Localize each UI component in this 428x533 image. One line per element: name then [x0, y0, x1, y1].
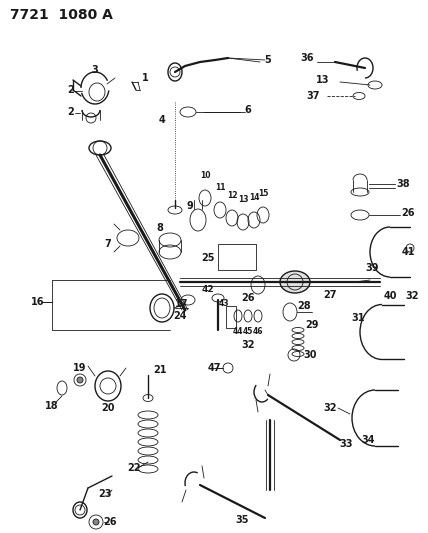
Text: 44: 44 — [233, 327, 243, 336]
Text: 21: 21 — [153, 365, 167, 375]
Text: 20: 20 — [101, 403, 115, 413]
Text: 12: 12 — [227, 191, 237, 200]
Text: 47: 47 — [207, 363, 221, 373]
Text: 29: 29 — [305, 320, 319, 330]
Text: 3: 3 — [92, 65, 98, 75]
Text: 9: 9 — [187, 201, 193, 211]
Text: 26: 26 — [241, 293, 255, 303]
Text: 45: 45 — [243, 327, 253, 336]
Bar — [218, 244, 256, 270]
Text: 40: 40 — [383, 291, 397, 301]
Text: 7: 7 — [104, 239, 111, 249]
Text: 23: 23 — [98, 489, 112, 499]
Text: 15: 15 — [258, 189, 268, 198]
Text: 26: 26 — [401, 208, 415, 218]
Text: 4: 4 — [159, 115, 165, 125]
Text: 1: 1 — [142, 73, 149, 83]
Text: 13: 13 — [316, 75, 330, 85]
Text: 2: 2 — [68, 107, 74, 117]
Text: 32: 32 — [405, 291, 419, 301]
Text: 10: 10 — [200, 172, 210, 181]
Text: 30: 30 — [303, 350, 317, 360]
Text: 46: 46 — [253, 327, 263, 336]
Text: 37: 37 — [306, 91, 320, 101]
Text: 38: 38 — [396, 179, 410, 189]
Text: 34: 34 — [361, 435, 375, 445]
Text: 42: 42 — [202, 286, 214, 295]
Text: 32: 32 — [323, 403, 337, 413]
Text: 14: 14 — [249, 193, 259, 203]
Text: 8: 8 — [157, 223, 163, 233]
Text: 2: 2 — [68, 85, 74, 95]
Text: 26: 26 — [103, 517, 117, 527]
Text: 24: 24 — [173, 311, 187, 321]
Text: 19: 19 — [73, 363, 87, 373]
Text: 22: 22 — [127, 463, 141, 473]
Text: 5: 5 — [265, 55, 271, 65]
Text: 43: 43 — [219, 300, 229, 309]
Text: 36: 36 — [300, 53, 314, 63]
Text: 35: 35 — [235, 515, 249, 525]
Text: 32: 32 — [241, 340, 255, 350]
Text: 28: 28 — [297, 301, 311, 311]
Text: 41: 41 — [401, 247, 415, 257]
Text: 39: 39 — [365, 263, 379, 273]
Text: 31: 31 — [351, 313, 365, 323]
Text: 13: 13 — [238, 196, 248, 205]
Text: 18: 18 — [45, 401, 59, 411]
Text: 16: 16 — [31, 297, 45, 307]
Text: 33: 33 — [339, 439, 353, 449]
Circle shape — [93, 519, 99, 525]
Ellipse shape — [280, 271, 310, 293]
Text: 25: 25 — [201, 253, 215, 263]
Text: 6: 6 — [245, 105, 251, 115]
Text: 11: 11 — [215, 183, 225, 192]
Text: 27: 27 — [323, 290, 337, 300]
Bar — [226, 306, 236, 328]
Text: 7721  1080 A: 7721 1080 A — [10, 8, 113, 22]
Circle shape — [77, 377, 83, 383]
Text: 17: 17 — [175, 299, 189, 309]
